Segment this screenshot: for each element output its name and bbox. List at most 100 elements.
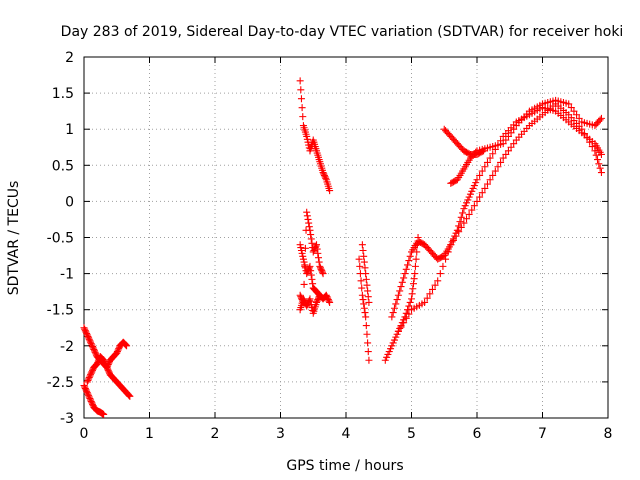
data-point: [325, 297, 333, 305]
data-point: [381, 356, 389, 364]
data-point: [594, 156, 602, 164]
data-point: [303, 302, 311, 310]
data-point: [121, 340, 129, 348]
data-point: [464, 196, 472, 204]
data-point: [355, 255, 363, 263]
data-point: [86, 395, 94, 403]
data-point: [497, 158, 505, 166]
data-point: [303, 270, 311, 278]
data-point: [100, 358, 108, 366]
data-point: [361, 309, 369, 317]
data-point: [595, 160, 603, 168]
data-point: [125, 392, 133, 400]
data-point: [307, 267, 315, 275]
data-point: [83, 330, 91, 338]
axis-ticks: 0 1 2 3 4 5 6 7 8 -3 -2.5 -2 -1.5 -1 -0.5 0 0.5 1 1.5 2: [47, 50, 613, 442]
data-point: [314, 296, 322, 304]
data-point: [304, 215, 312, 223]
data-point: [85, 374, 93, 382]
data-point: [318, 267, 326, 275]
chart-title: Day 283 of 2019, Sidereal Day-to-day VTE…: [61, 24, 624, 40]
data-point: [303, 208, 311, 216]
data-point: [101, 359, 109, 367]
data-point: [318, 268, 326, 276]
data-point: [82, 328, 90, 336]
data-point: [465, 210, 473, 218]
data-point: [389, 339, 397, 347]
data-point: [300, 258, 308, 266]
data-point: [389, 309, 397, 317]
data-point: [436, 270, 444, 278]
data-point: [510, 140, 518, 148]
x-tick-label: 8: [604, 426, 613, 442]
data-point: [363, 281, 371, 289]
data-point: [480, 147, 488, 155]
data-point: [411, 262, 419, 270]
data-point: [478, 167, 486, 175]
data-point: [80, 382, 88, 390]
data-point: [463, 215, 471, 223]
data-point: [359, 246, 367, 254]
data-point: [87, 371, 95, 379]
data-point: [305, 296, 313, 304]
data-point: [91, 348, 99, 356]
data-point: [580, 130, 588, 138]
data-point: [578, 125, 586, 133]
data-point: [460, 219, 468, 227]
data-point: [87, 338, 95, 346]
data-point: [93, 360, 101, 368]
data-point: [570, 107, 578, 115]
data-point: [81, 383, 89, 391]
data-point: [397, 283, 405, 291]
data-point: [358, 241, 366, 249]
data-point: [313, 298, 321, 306]
data-point: [88, 368, 96, 376]
data-point: [81, 327, 89, 335]
data-point: [393, 296, 401, 304]
data-point: [297, 95, 305, 103]
data-point: [470, 202, 478, 210]
data-point: [597, 169, 605, 177]
data-point: [90, 347, 98, 355]
data-point: [89, 344, 97, 352]
data-point: [81, 384, 89, 392]
data-point: [396, 324, 404, 332]
data-point: [428, 285, 436, 293]
data-point: [84, 390, 92, 398]
data-point: [299, 295, 307, 303]
data-point: [504, 132, 512, 140]
data-point: [324, 296, 332, 304]
data-point: [316, 264, 324, 272]
data-point: [468, 187, 476, 195]
data-point: [583, 134, 591, 142]
data-point: [88, 399, 96, 407]
data-point: [409, 280, 417, 288]
data-point: [83, 389, 91, 397]
data-point: [296, 241, 304, 249]
x-tick-label: 4: [342, 426, 351, 442]
data-point: [83, 378, 91, 386]
series-sat-d: [296, 77, 334, 195]
data-point: [489, 171, 497, 179]
data-point: [478, 148, 486, 156]
data-point: [87, 397, 95, 405]
y-tick-label: 2: [65, 50, 74, 66]
data-point: [400, 274, 408, 282]
series-sat-k: [388, 104, 605, 321]
data-point: [314, 254, 322, 262]
data-point: [82, 386, 90, 394]
data-point: [426, 290, 434, 298]
data-point: [405, 302, 413, 310]
data-point: [476, 193, 484, 201]
data-point: [102, 362, 110, 370]
x-tick-label: 0: [80, 426, 89, 442]
data-point: [597, 114, 605, 122]
data-point: [307, 271, 315, 279]
data-point: [409, 285, 417, 293]
data-point: [326, 298, 334, 306]
data-point: [87, 369, 95, 377]
y-tick-label: 0.5: [52, 158, 74, 174]
data-point: [473, 197, 481, 205]
series-sat-g: [296, 291, 324, 317]
data-point: [406, 252, 414, 260]
